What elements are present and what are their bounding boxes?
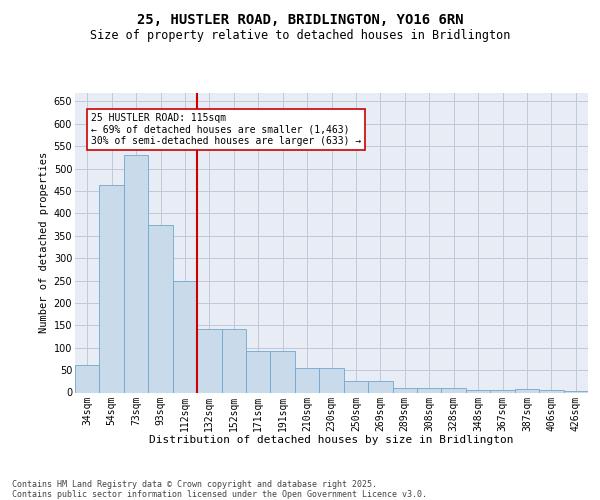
Bar	[563, 390, 588, 392]
Bar	[295, 368, 319, 392]
Bar	[75, 364, 100, 392]
Bar	[539, 390, 563, 392]
Y-axis label: Number of detached properties: Number of detached properties	[40, 152, 49, 333]
Bar	[392, 388, 417, 392]
Text: 25 HUSTLER ROAD: 115sqm
← 69% of detached houses are smaller (1,463)
30% of semi: 25 HUSTLER ROAD: 115sqm ← 69% of detache…	[91, 112, 361, 146]
Bar	[246, 352, 271, 393]
Bar	[173, 280, 197, 392]
Bar	[197, 329, 221, 392]
Bar	[319, 368, 344, 392]
Text: Size of property relative to detached houses in Bridlington: Size of property relative to detached ho…	[90, 29, 510, 42]
Bar	[490, 390, 515, 392]
X-axis label: Distribution of detached houses by size in Bridlington: Distribution of detached houses by size …	[149, 434, 514, 444]
Bar	[466, 390, 490, 392]
Bar	[344, 382, 368, 392]
Bar	[417, 388, 442, 392]
Bar	[100, 185, 124, 392]
Bar	[368, 382, 392, 392]
Bar	[221, 329, 246, 392]
Bar	[148, 224, 173, 392]
Bar	[442, 388, 466, 392]
Bar	[271, 352, 295, 393]
Bar	[515, 389, 539, 392]
Text: Contains HM Land Registry data © Crown copyright and database right 2025.
Contai: Contains HM Land Registry data © Crown c…	[12, 480, 427, 499]
Text: 25, HUSTLER ROAD, BRIDLINGTON, YO16 6RN: 25, HUSTLER ROAD, BRIDLINGTON, YO16 6RN	[137, 12, 463, 26]
Bar	[124, 155, 148, 392]
